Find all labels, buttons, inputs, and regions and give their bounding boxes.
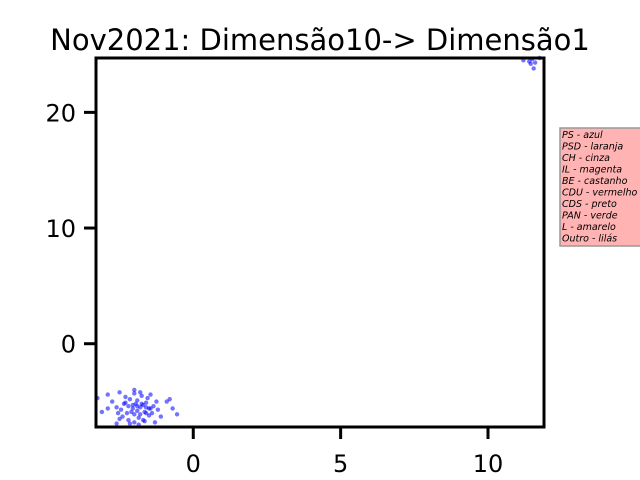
data-point xyxy=(135,408,140,414)
legend-entry: BE - castanho xyxy=(562,176,628,187)
x-tick-label: 10 xyxy=(473,450,504,478)
plot-frame xyxy=(94,56,546,429)
data-point xyxy=(151,403,156,409)
data-point xyxy=(148,406,153,411)
x-tick-label: 0 xyxy=(186,450,201,478)
legend-box xyxy=(559,127,640,247)
legend-entry: Outro - lilás xyxy=(562,234,617,245)
data-point xyxy=(154,399,159,404)
data-point xyxy=(124,410,130,416)
data-point xyxy=(114,405,119,410)
data-point xyxy=(158,414,164,419)
data-point xyxy=(143,405,149,410)
data-point xyxy=(130,402,136,408)
legend-entry: CDS - preto xyxy=(562,199,617,210)
data-point xyxy=(123,400,128,405)
data-point xyxy=(143,410,149,416)
legend-entry: CDU - vermelho xyxy=(562,188,638,199)
data-point xyxy=(132,420,137,425)
x-tick-label: 5 xyxy=(333,450,348,478)
data-point xyxy=(132,391,137,396)
data-point xyxy=(138,412,143,417)
data-point xyxy=(115,410,121,416)
data-point xyxy=(117,390,122,395)
data-point xyxy=(127,421,133,426)
data-point xyxy=(99,409,105,415)
data-point xyxy=(132,412,137,417)
axis-ticks: 0 5 10 0 10 20 xyxy=(45,99,503,478)
data-point xyxy=(114,421,119,426)
data-point xyxy=(136,415,141,420)
legend-entry: IL - magenta xyxy=(562,165,622,176)
data-point xyxy=(155,407,161,412)
data-point xyxy=(118,407,124,412)
legend-entry: PSD - laranja xyxy=(562,142,623,153)
data-point xyxy=(148,392,153,397)
data-point xyxy=(123,394,128,400)
y-tick-label: 20 xyxy=(45,99,76,127)
data-point xyxy=(142,419,147,424)
data-point xyxy=(174,412,180,417)
data-point xyxy=(146,413,152,418)
data-point xyxy=(138,390,143,395)
data-point xyxy=(120,414,125,419)
data-point xyxy=(145,395,150,401)
data-point xyxy=(532,60,538,65)
data-point xyxy=(132,387,137,393)
legend-entry: L - amarelo xyxy=(562,222,616,233)
data-point xyxy=(117,416,122,422)
data-point xyxy=(149,410,155,416)
chart-title: Nov2021: Dimensão10-> Dimensão1 xyxy=(50,23,590,57)
data-point xyxy=(105,392,110,397)
data-point xyxy=(152,420,158,425)
data-points xyxy=(95,55,542,427)
data-point xyxy=(528,61,533,66)
data-point xyxy=(126,417,131,423)
legend-entry: PS - azul xyxy=(562,130,603,141)
data-point xyxy=(110,399,115,404)
data-point xyxy=(127,397,133,402)
data-point xyxy=(105,406,110,411)
y-tick-label: 0 xyxy=(61,331,76,359)
data-point xyxy=(139,393,144,398)
data-point xyxy=(129,409,134,415)
legend-entry: PAN - verde xyxy=(562,211,618,222)
data-point xyxy=(135,398,140,403)
data-point xyxy=(143,400,149,405)
data-point xyxy=(164,399,169,404)
data-point xyxy=(130,406,136,411)
y-tick-label: 10 xyxy=(45,215,76,243)
data-point xyxy=(126,403,131,409)
data-point xyxy=(167,397,172,402)
data-point xyxy=(531,66,536,71)
legend-entry: CH - cinza xyxy=(562,153,610,164)
data-point xyxy=(139,401,144,407)
data-point xyxy=(135,403,140,409)
data-point xyxy=(170,406,175,411)
